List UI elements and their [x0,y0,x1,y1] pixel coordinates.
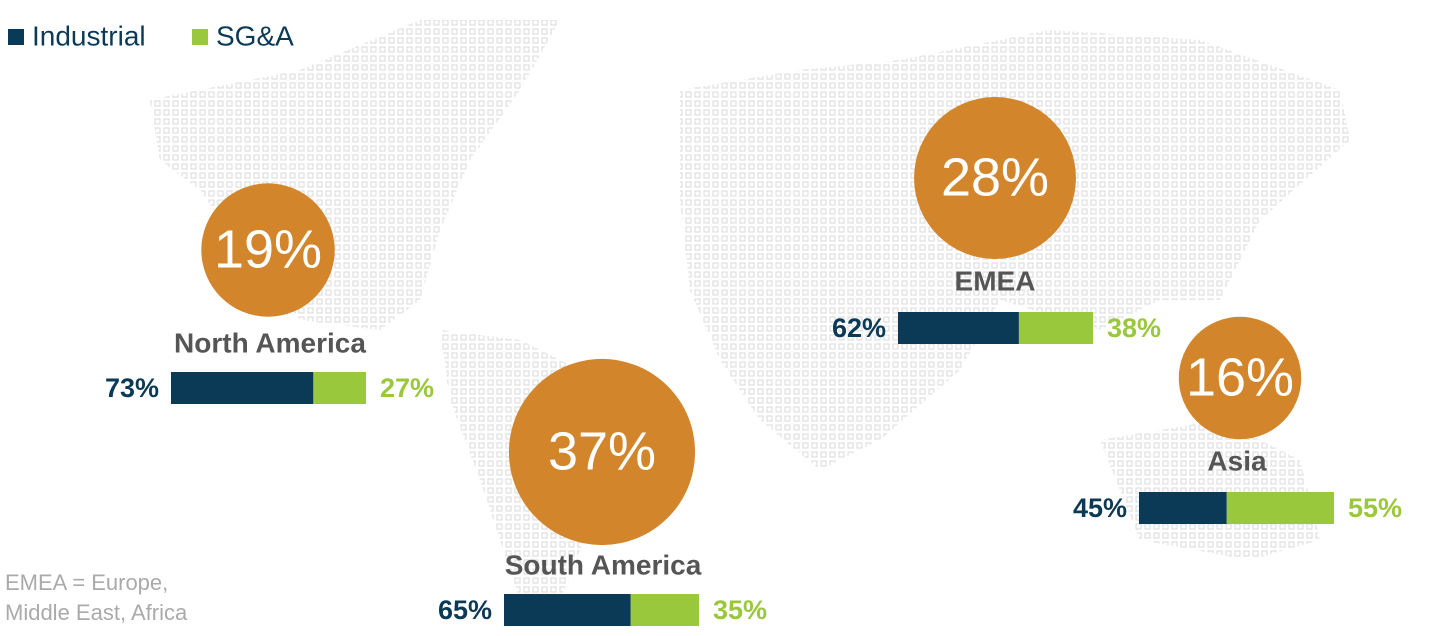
footnote: EMEA = Europe, [5,570,168,595]
region-name: North America [174,327,366,358]
bar-segment [171,372,314,404]
note: EMEA = Europe, Middle East, Africa [5,570,188,625]
region-name: Asia [1207,445,1267,476]
bubble [201,183,335,317]
bar-label: 73% [105,373,159,403]
bar-label: 55% [1348,493,1402,523]
bar-label: 65% [438,595,492,625]
bar-segment [1226,492,1334,524]
bar-label: 38% [1107,313,1161,343]
bar-segment [1018,312,1093,344]
bar-label: 35% [713,595,767,625]
bar-segment [898,312,1019,344]
bar-label: 62% [832,313,886,343]
regions: 19% North America 73% 27% 37% South America 65… [105,97,1402,626]
footnote: Middle East, Africa [5,600,188,625]
bar-segment [313,372,366,404]
legend-swatch [192,29,208,45]
bubble [1178,316,1302,440]
region-name: EMEA [955,265,1036,296]
legend-label: SG&A [216,20,294,51]
bar-label: 27% [380,373,434,403]
bar-label: 45% [1073,493,1127,523]
bar-segment [630,594,699,626]
region-name: South America [505,549,702,580]
bubble [508,358,696,546]
bar-segment [504,594,631,626]
bubble-label: 19% [214,219,322,279]
bubble-label: 28% [941,147,1049,207]
legend-swatch [8,29,24,45]
legend: Industrial SG&A [8,20,294,51]
bar-segment [1139,492,1227,524]
bubble-label: 37% [548,421,656,481]
bubble-label: 16% [1186,347,1294,407]
bubble [914,97,1076,259]
legend-label: Industrial [32,20,146,51]
